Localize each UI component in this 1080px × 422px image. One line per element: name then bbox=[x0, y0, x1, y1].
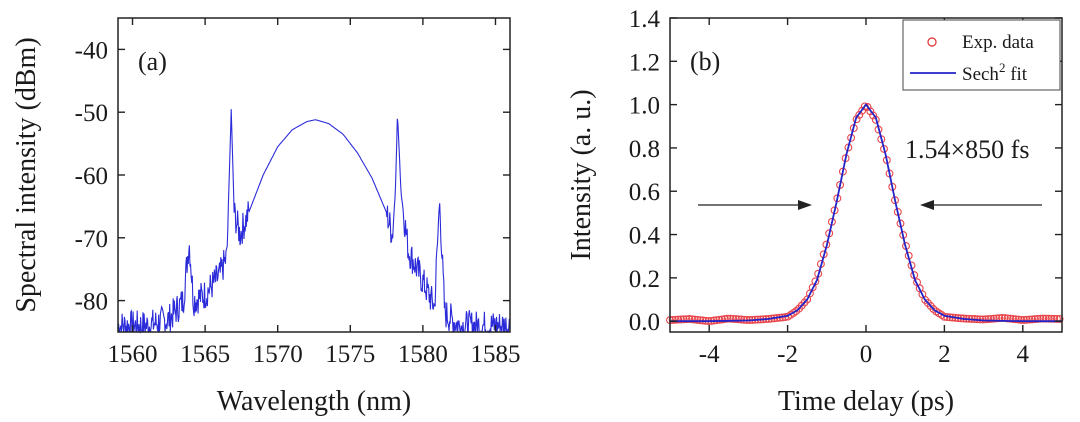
y-tick-label: 0.4 bbox=[629, 223, 661, 250]
exp-data-point bbox=[718, 315, 727, 324]
exp-data-point bbox=[690, 315, 699, 324]
exp-data-point bbox=[989, 314, 998, 323]
exp-data-point bbox=[1036, 314, 1045, 323]
exp-data-point bbox=[1047, 314, 1056, 323]
panel-a-ticks: 1560 1565 1570 1575 1580 1585 -80 -70 -60 -50 -40 bbox=[75, 18, 520, 368]
exp-data-point bbox=[1006, 314, 1015, 323]
legend-label-exp-data: Exp. data bbox=[962, 32, 1034, 53]
y-tick-label: -70 bbox=[75, 226, 108, 253]
panel-a-x-axis-title: Wavelength (nm) bbox=[217, 386, 411, 417]
exp-data-point bbox=[858, 106, 867, 115]
exp-data-point bbox=[1011, 315, 1020, 324]
legend-box bbox=[902, 19, 1061, 91]
exp-data-point bbox=[992, 314, 1001, 323]
legend-label-sech-fit: Sech2 fit bbox=[962, 60, 1028, 85]
x-tick-label: 0 bbox=[860, 341, 873, 368]
exp-data-point bbox=[720, 315, 729, 324]
y-tick-label: -60 bbox=[75, 163, 108, 190]
panel-a-y-axis-title: Spectral intensity (dBm) bbox=[11, 37, 42, 312]
y-tick-label: 1.2 bbox=[629, 49, 660, 76]
y-tick-label: 0.2 bbox=[629, 266, 660, 293]
spectrum-line bbox=[117, 109, 511, 334]
exp-data-point bbox=[1025, 315, 1034, 324]
exp-data-point bbox=[981, 315, 990, 324]
pulse-width-annotation: 1.54×850 fs bbox=[905, 135, 1029, 164]
panel-b-x-axis-title: Time delay (ps) bbox=[778, 386, 954, 417]
panel-b-autocorrelation: -4 -2 0 2 4 0.0 0.2 0.4 0.6 0.8 1.0 1.2 1.4 (b) 1.54… bbox=[566, 6, 1064, 417]
y-tick-label: 0.0 bbox=[629, 309, 660, 336]
exp-data-point bbox=[715, 315, 724, 324]
exp-data-point bbox=[723, 314, 732, 323]
x-tick-label: 2 bbox=[938, 341, 951, 368]
legend: Exp. data Sech2 fit bbox=[902, 19, 1061, 91]
exp-data-point bbox=[729, 314, 738, 323]
exp-data-point bbox=[984, 315, 993, 324]
panel-b-label: (b) bbox=[690, 47, 720, 76]
x-tick-label: -4 bbox=[699, 341, 720, 368]
y-tick-label: -40 bbox=[75, 37, 108, 64]
exp-data-point bbox=[671, 315, 680, 324]
y-tick-label: 1.4 bbox=[629, 6, 661, 33]
panel-a-frame bbox=[117, 17, 511, 333]
x-tick-label: 1575 bbox=[325, 341, 375, 368]
y-tick-label: 0.8 bbox=[629, 136, 660, 163]
legend-marker-circle bbox=[927, 37, 937, 47]
exp-data-point bbox=[1028, 315, 1037, 324]
exp-data-point bbox=[1020, 316, 1028, 324]
y-tick-label: -80 bbox=[75, 289, 108, 316]
exp-data-point bbox=[869, 111, 878, 120]
exp-data-point bbox=[737, 315, 746, 324]
x-tick-label: 1560 bbox=[108, 341, 158, 368]
x-tick-label: 1570 bbox=[253, 341, 303, 368]
fwhm-left-arrow bbox=[698, 200, 812, 210]
spectrum-plot-area bbox=[117, 109, 511, 334]
exp-data-point bbox=[1022, 315, 1031, 324]
exp-data-point bbox=[1044, 314, 1053, 323]
exp-data-point bbox=[731, 315, 740, 324]
exp-data-point bbox=[734, 315, 743, 324]
panel-a-spectrum: 1560 1565 1570 1575 1580 1585-80-70-60-50-40 … bbox=[11, 17, 520, 417]
exp-data-point bbox=[1055, 315, 1064, 323]
exp-data-point bbox=[1009, 315, 1017, 323]
x-tick-label: -2 bbox=[777, 341, 798, 368]
panel-a-label: (a) bbox=[138, 47, 167, 76]
autocorrelation-plot-area bbox=[666, 102, 1064, 326]
exp-data-point bbox=[1014, 315, 1023, 324]
exp-data-point bbox=[677, 315, 685, 324]
exp-data-point bbox=[1050, 314, 1059, 323]
exp-data-point bbox=[987, 314, 995, 323]
exp-data-point bbox=[679, 315, 688, 324]
exp-data-point bbox=[685, 315, 694, 323]
exp-data-point bbox=[726, 314, 735, 323]
x-tick-label: 4 bbox=[1017, 341, 1030, 368]
panel-b-y-axis-title: Intensity (a. u.) bbox=[566, 89, 597, 260]
exp-data-point bbox=[674, 315, 683, 324]
fwhm-right-arrow bbox=[920, 200, 1042, 210]
panel-b-ticks: -4 -2 0 2 4 0.0 0.2 0.4 0.6 0.8 1.0 1.2 1.4 bbox=[629, 6, 1062, 368]
exp-data-point bbox=[693, 315, 702, 324]
exp-data-point bbox=[1031, 315, 1039, 324]
x-tick-label: 1585 bbox=[470, 341, 520, 368]
exp-data-point bbox=[1041, 314, 1050, 323]
legend-entry-sech-fit: Sech2 fit bbox=[910, 60, 1028, 85]
y-tick-label: 0.6 bbox=[629, 179, 660, 206]
y-tick-label: 1.0 bbox=[629, 93, 660, 120]
x-tick-label: 1565 bbox=[180, 341, 230, 368]
exp-data-point bbox=[688, 315, 696, 324]
exp-data-point bbox=[1017, 315, 1026, 324]
exp-data-point bbox=[696, 316, 705, 325]
y-tick-label: -50 bbox=[75, 100, 108, 127]
x-tick-label: 1580 bbox=[398, 341, 448, 368]
exp-data-point bbox=[1033, 314, 1042, 323]
sech2-fit-line bbox=[670, 103, 1062, 323]
exp-data-point bbox=[1052, 314, 1061, 323]
legend-entry-exp-data: Exp. data bbox=[927, 32, 1034, 53]
exp-data-point bbox=[682, 315, 691, 324]
